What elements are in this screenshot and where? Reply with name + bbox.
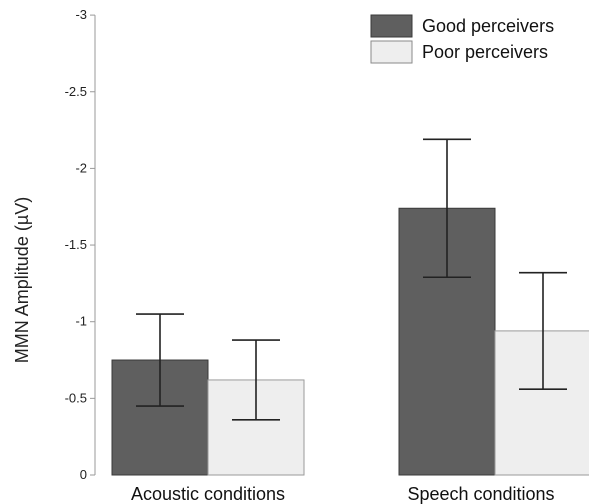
y-tick-label: -1 xyxy=(75,314,87,329)
legend-label: Poor perceivers xyxy=(422,42,548,62)
y-axis: 0 -0.5 -1 -1.5 -2 -2.5 -3 xyxy=(65,7,96,482)
y-axis-title: MMN Amplitude (µV) xyxy=(12,197,32,363)
y-tick-label: -0.5 xyxy=(65,390,87,405)
y-tick-label: -3 xyxy=(75,7,87,22)
y-tick-label: -1.5 xyxy=(65,237,87,252)
legend-label: Good perceivers xyxy=(422,16,554,36)
category-label: Acoustic conditions xyxy=(131,484,285,504)
legend-swatch xyxy=(370,14,413,38)
legend-swatch xyxy=(370,40,413,64)
bars xyxy=(111,138,589,476)
category-label: Speech conditions xyxy=(407,484,554,504)
y-tick-label: -2 xyxy=(75,160,87,175)
category-labels: Acoustic conditions Speech conditions xyxy=(131,484,555,504)
y-tick-label: -2.5 xyxy=(65,84,87,99)
legend: Good perceivers Poor perceivers xyxy=(370,14,554,64)
y-tick-label: 0 xyxy=(80,467,87,482)
bar-poor-speech xyxy=(494,330,589,476)
